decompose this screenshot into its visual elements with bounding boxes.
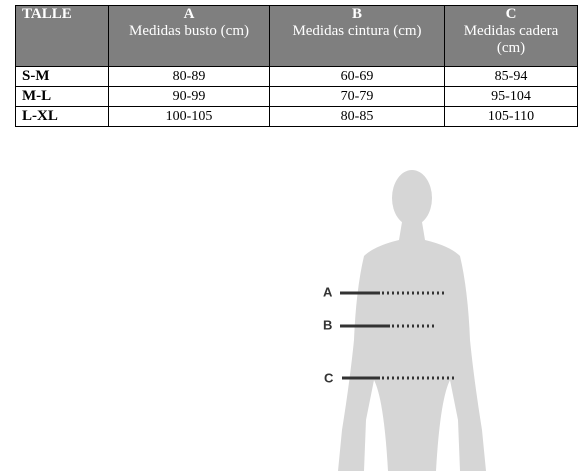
cell: 100-105 (108, 106, 270, 127)
cell: 60-69 (269, 66, 445, 87)
cell: 80-85 (269, 106, 445, 127)
size-table: TALLE A Medidas busto (cm) B Medidas cintu… (15, 5, 578, 127)
marker-label: B (323, 317, 332, 332)
header-letter: A (183, 6, 195, 22)
row: L-XL 100-105 80-85 105-110 (15, 106, 578, 127)
row: S-M 80-89 60-69 85-94 (15, 66, 578, 87)
header-label: Medidas cadera (cm) (463, 23, 559, 56)
header-letter: C (505, 6, 517, 22)
silhouette (338, 170, 486, 471)
cell: 70-79 (269, 86, 445, 107)
header-label: Medidas cintura (cm) (292, 23, 422, 39)
cell: 105-110 (444, 106, 578, 127)
marker-label: C (324, 370, 334, 385)
marker-label: A (323, 284, 333, 299)
header-cell: TALLE (15, 5, 109, 67)
header-cell: C Medidas cadera (cm) (444, 5, 578, 67)
header-letter: TALLE (22, 6, 72, 22)
size-cell: L-XL (15, 106, 109, 127)
marker-lines (340, 291, 455, 380)
header-label: Medidas busto (cm) (129, 23, 249, 39)
header-letter: B (351, 6, 362, 22)
row: M-L 90-99 70-79 95-104 (15, 86, 578, 107)
cell: 80-89 (108, 66, 270, 87)
header-row: TALLE A Medidas busto (cm) B Medidas cintu… (15, 5, 578, 67)
header-cell: B Medidas cintura (cm) (269, 5, 445, 67)
